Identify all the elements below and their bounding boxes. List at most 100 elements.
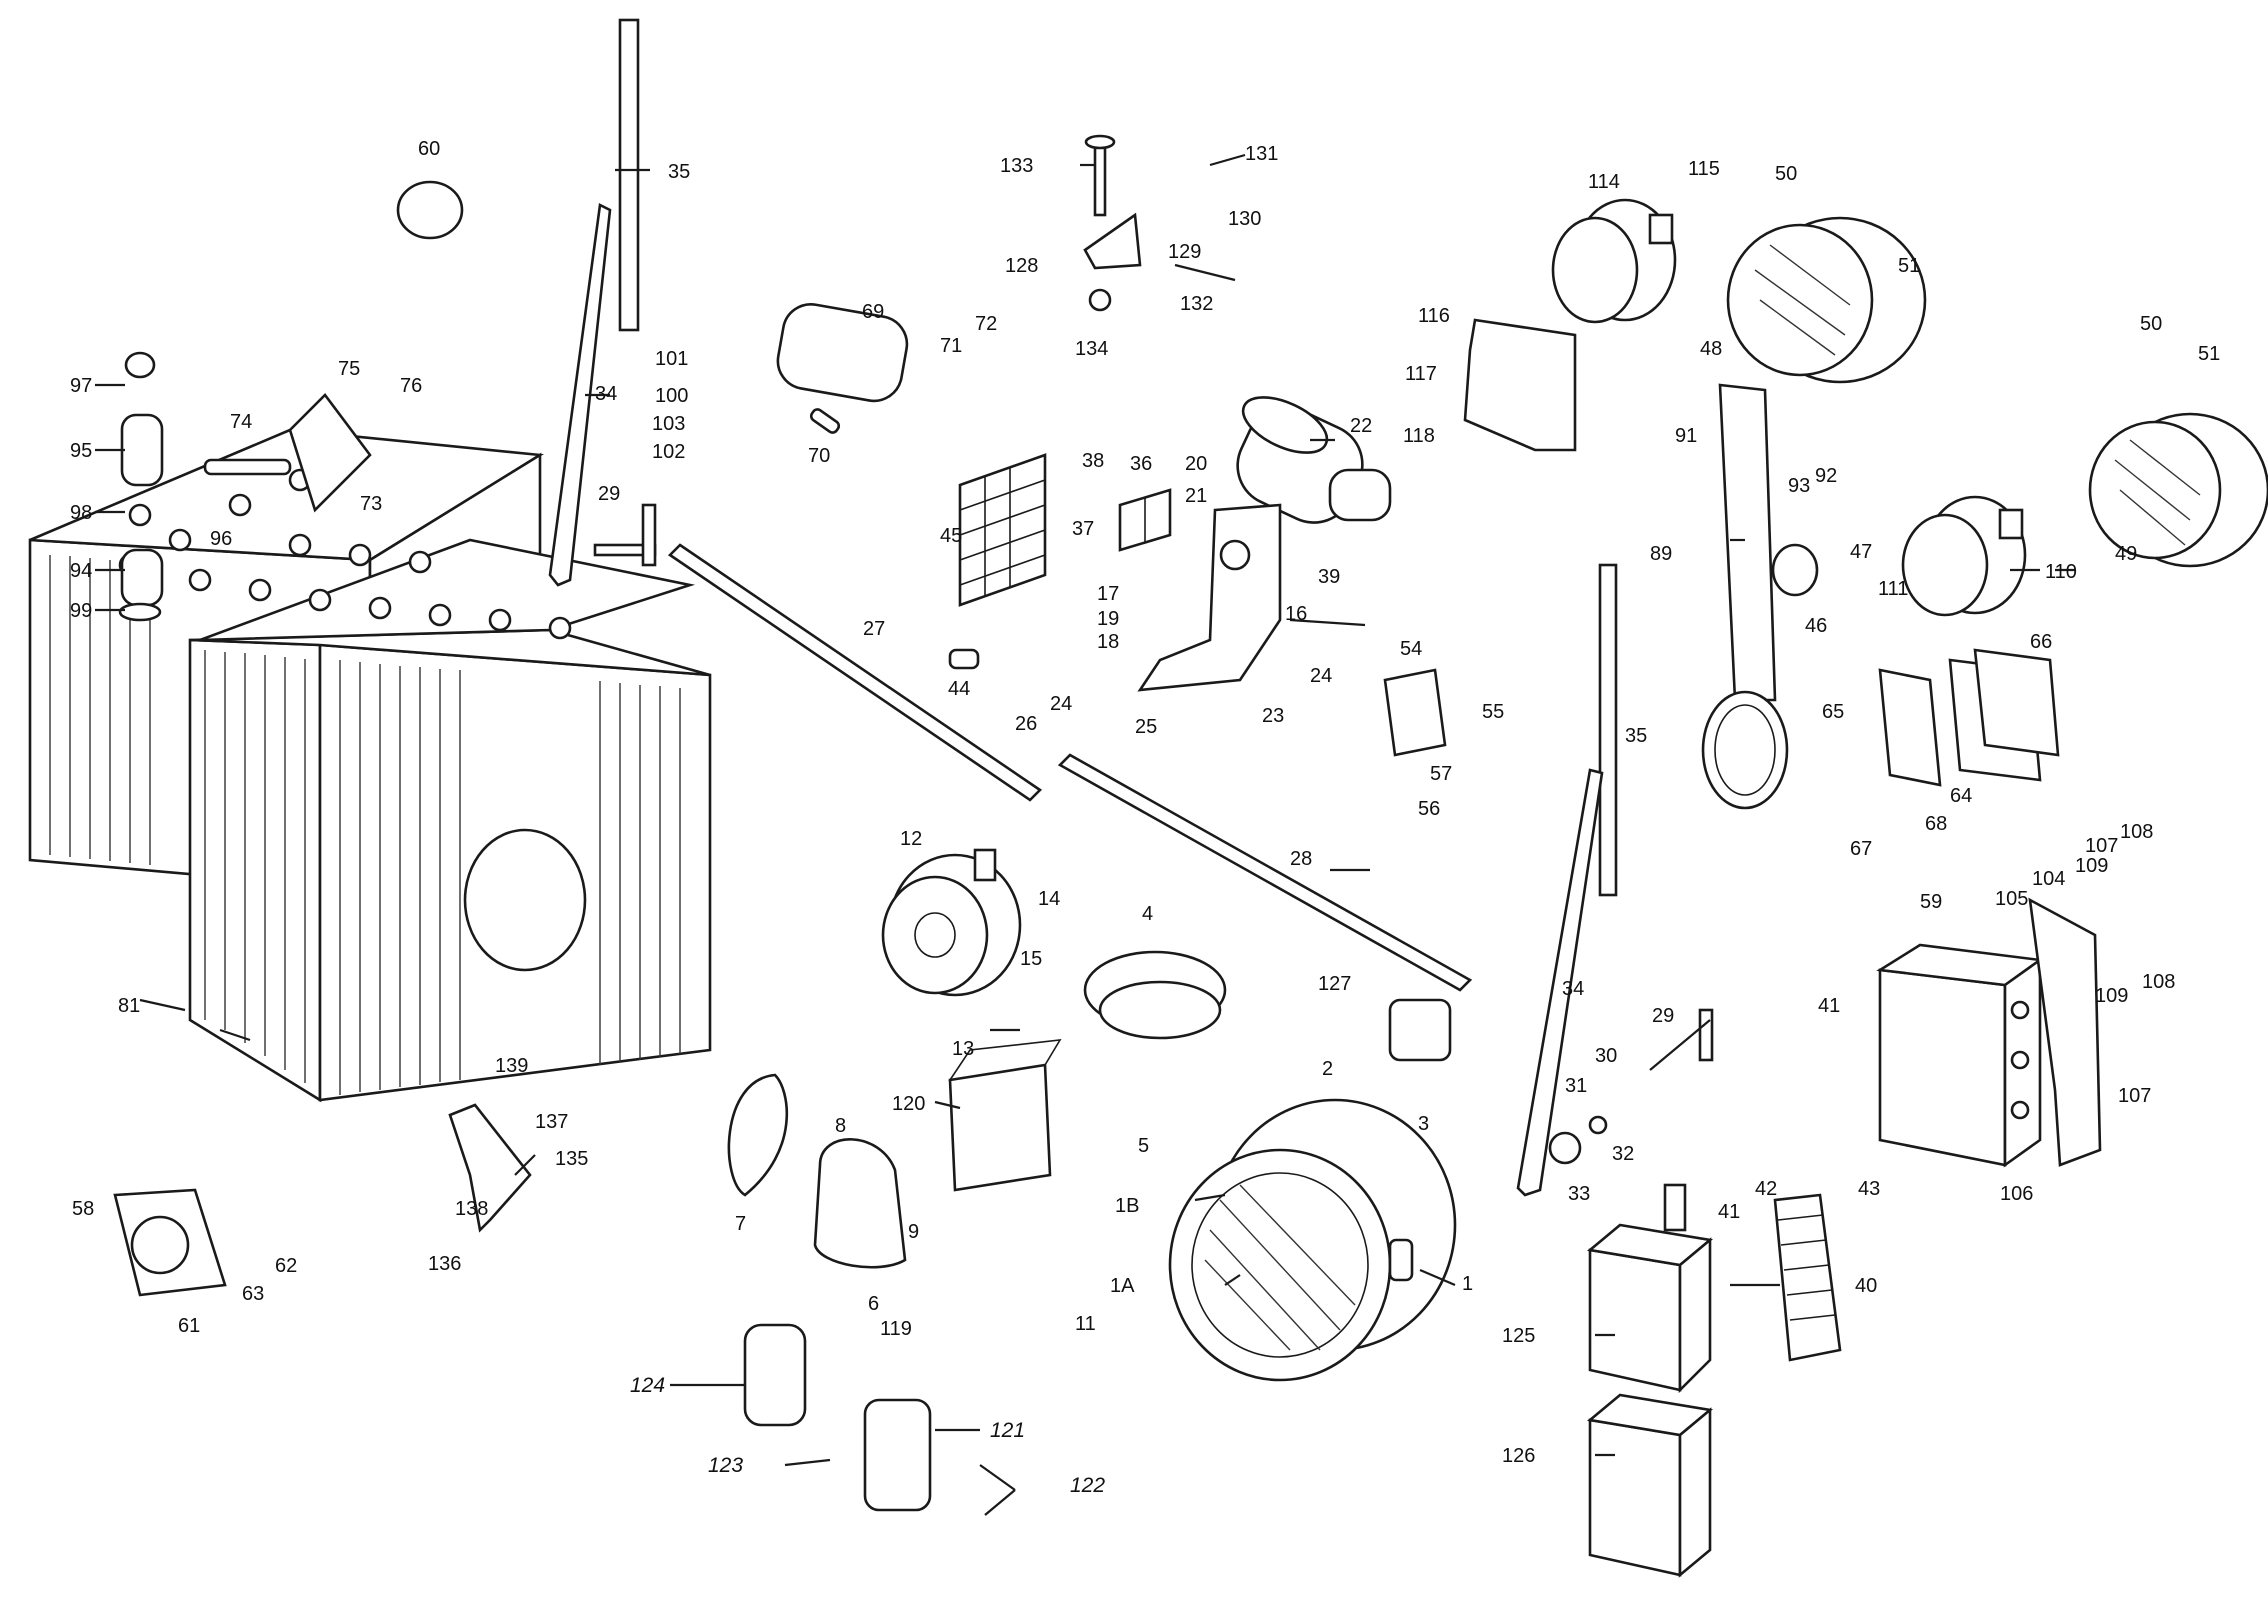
callout-122: 122 — [1070, 1474, 1105, 1497]
callout-136: 136 — [428, 1253, 461, 1275]
callout-64: 64 — [1950, 785, 1972, 807]
callout-127: 127 — [1318, 973, 1351, 995]
headlamp-49 — [2088, 412, 2268, 568]
callout-55: 55 — [1482, 701, 1504, 723]
callout-2: 2 — [1322, 1058, 1333, 1080]
callout-74: 74 — [230, 411, 252, 433]
callout-1: 1 — [1462, 1273, 1473, 1295]
callout-36: 36 — [1130, 453, 1152, 475]
callout-81: 81 — [118, 995, 140, 1017]
callout-107: 107 — [2118, 1085, 2151, 1107]
callout-9: 9 — [908, 1221, 919, 1243]
callout-50: 50 — [1775, 163, 1797, 185]
callout-29: 29 — [1652, 1005, 1674, 1027]
callout-33: 33 — [1568, 1183, 1590, 1205]
callout-63: 63 — [242, 1283, 264, 1305]
callout-17: 17 — [1097, 583, 1119, 605]
callout-7: 7 — [735, 1213, 746, 1235]
callout-35: 35 — [1625, 725, 1647, 747]
callout-5: 5 — [1138, 1135, 1149, 1157]
callout-71: 71 — [940, 335, 962, 357]
callout-11: 11 — [1075, 1313, 1096, 1335]
callout-20: 20 — [1185, 453, 1207, 475]
callout-68: 68 — [1925, 813, 1947, 835]
callout-96: 96 — [210, 528, 232, 550]
callout-51: 51 — [1898, 255, 1920, 277]
callout-22: 22 — [1350, 415, 1372, 437]
callout-72: 72 — [975, 313, 997, 335]
callout-66: 66 — [2030, 631, 2052, 653]
callout-102: 102 — [652, 441, 685, 463]
callout-114: 114 — [1588, 171, 1620, 193]
callout-105: 105 — [1995, 888, 2028, 910]
callout-95: 95 — [70, 440, 92, 462]
callout-121: 121 — [990, 1419, 1025, 1442]
large-headlamp — [1168, 1098, 1457, 1382]
callout-21: 21 — [1185, 485, 1207, 507]
callout-24: 24 — [1050, 693, 1072, 715]
callout-100: 100 — [655, 385, 688, 407]
callout-48: 48 — [1700, 338, 1722, 360]
callout-115: 115 — [1688, 158, 1720, 180]
callout-14: 14 — [1038, 888, 1060, 910]
plate-104 — [2028, 897, 2102, 1167]
callout-119: 119 — [880, 1318, 912, 1340]
callout-89: 89 — [1650, 543, 1672, 565]
junction-box — [1876, 943, 2044, 1168]
rod-34-right — [1516, 768, 1604, 1197]
switch-box-126 — [1586, 1393, 1714, 1578]
callout-16: 16 — [1285, 603, 1307, 625]
callout-107: 107 — [2085, 835, 2118, 857]
callout-58: 58 — [72, 1198, 94, 1220]
callout-94: 94 — [70, 560, 92, 582]
callout-15: 15 — [1020, 948, 1042, 970]
callout-25: 25 — [1135, 716, 1157, 738]
callout-130: 130 — [1228, 208, 1261, 230]
callout-97: 97 — [70, 375, 92, 397]
callout-70: 70 — [808, 445, 830, 467]
callout-118: 118 — [1403, 425, 1435, 447]
rod-35-top — [618, 18, 640, 332]
callout-108: 108 — [2142, 971, 2175, 993]
callout-51: 51 — [2198, 343, 2220, 365]
lamp-4 — [1083, 950, 1227, 1040]
callout-28: 28 — [1290, 848, 1312, 870]
callout-34: 34 — [1562, 978, 1584, 1000]
fuse-block-45 — [958, 453, 1047, 607]
callout-61: 61 — [178, 1315, 200, 1337]
callout-133: 133 — [1000, 155, 1033, 177]
tie-rod-27 — [667, 543, 1043, 802]
callout-49: 49 — [2115, 543, 2137, 565]
callout-101: 101 — [655, 348, 688, 370]
callout-137: 137 — [535, 1111, 568, 1133]
callout-24: 24 — [1310, 665, 1332, 687]
callout-106: 106 — [2000, 1183, 2033, 1205]
callout-30: 30 — [1595, 1045, 1617, 1067]
horn — [881, 848, 1022, 997]
callout-75: 75 — [338, 358, 360, 380]
callout-50: 50 — [2140, 313, 2162, 335]
leader-lines — [95, 153, 2075, 1516]
callout-41: 41 — [1818, 995, 1840, 1017]
callout-39: 39 — [1318, 566, 1340, 588]
callout-132: 132 — [1180, 293, 1213, 315]
callout-135: 135 — [555, 1148, 588, 1170]
callout-93: 93 — [1788, 475, 1810, 497]
callout-3: 3 — [1418, 1113, 1429, 1135]
callout-103: 103 — [652, 413, 685, 435]
callout-44: 44 — [948, 678, 970, 700]
callout-56: 56 — [1418, 798, 1440, 820]
rod-35-right — [1598, 563, 1618, 897]
callout-111: 111 — [1878, 578, 1908, 600]
callout-42: 42 — [1755, 1178, 1777, 1200]
callout-117: 117 — [1405, 363, 1437, 385]
callout-138: 138 — [455, 1198, 488, 1220]
callout-134: 134 — [1075, 338, 1108, 360]
callout-124: 124 — [630, 1374, 665, 1397]
callout-31: 31 — [1565, 1075, 1587, 1097]
mount-bracket-16 — [1137, 503, 1282, 692]
callout-27: 27 — [863, 618, 885, 640]
gauge-110 — [1901, 495, 2027, 617]
callout-29: 29 — [598, 483, 620, 505]
